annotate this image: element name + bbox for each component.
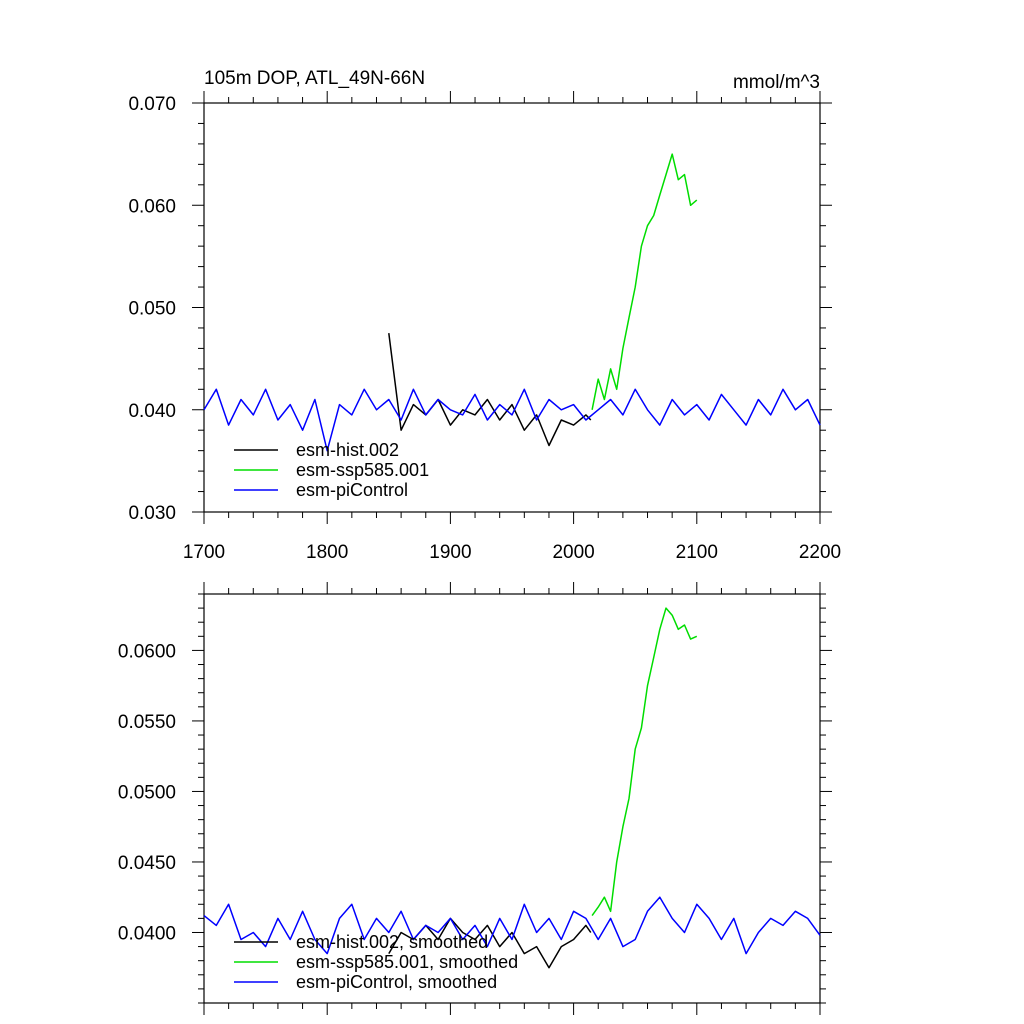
top-title: 105m DOP, ATL_49N-66N <box>204 68 425 89</box>
top-y-tick-label: 0.050 <box>128 299 176 320</box>
bottom-series-line-esm-ssp585-001-smoothed <box>591 607 698 917</box>
top-x-tick-label: 2200 <box>799 542 841 563</box>
top-panel: 105m DOP, ATL_49N-66N mmol/m^3 1700 1800 1… <box>128 68 841 563</box>
bottom-plot-frame <box>203 593 821 1004</box>
bottom-legend-label: esm-ssp585.001, smoothed <box>296 952 518 972</box>
top-legend-label: esm-ssp585.001 <box>296 460 429 480</box>
bottom-y-tick-label: 0.0400 <box>118 923 176 944</box>
top-x-tick-label: 1900 <box>429 542 471 563</box>
top-y-tick-label: 0.040 <box>128 401 176 422</box>
top-legend-label: esm-piControl <box>296 480 408 500</box>
top-x-tick-label: 2100 <box>676 542 718 563</box>
bottom-legend-label: esm-hist.002, smoothed <box>296 932 488 952</box>
bottom-panel: 0.0400 0.0450 0.0500 0.0550 0.0600 esm-hist.0… <box>118 582 832 1015</box>
top-series-line-esm-picontrol <box>203 388 821 452</box>
bottom-y-tick-label: 0.0450 <box>118 853 176 874</box>
top-legend-label: esm-hist.002 <box>296 440 399 460</box>
top-x-tick-label: 1800 <box>306 542 348 563</box>
top-units-label: mmol/m^3 <box>733 72 820 93</box>
top-x-tick-label: 2000 <box>552 542 594 563</box>
top-y-tick-label: 0.070 <box>128 94 176 115</box>
top-y-tick-label: 0.030 <box>128 503 176 524</box>
top-series-line-esm-ssp585-001 <box>591 153 698 410</box>
bottom-y-tick-label: 0.0550 <box>118 712 176 733</box>
bottom-series-line-esm-picontrol-smoothed <box>203 896 821 955</box>
bottom-y-tick-label: 0.0500 <box>118 782 176 803</box>
bottom-y-tick-label: 0.0600 <box>118 641 176 662</box>
top-series-line-esm-hist-002 <box>388 333 592 447</box>
top-x-tick-label: 1700 <box>183 542 225 563</box>
top-y-tick-label: 0.060 <box>128 196 176 217</box>
bottom-legend-label: esm-piControl, smoothed <box>296 972 497 992</box>
